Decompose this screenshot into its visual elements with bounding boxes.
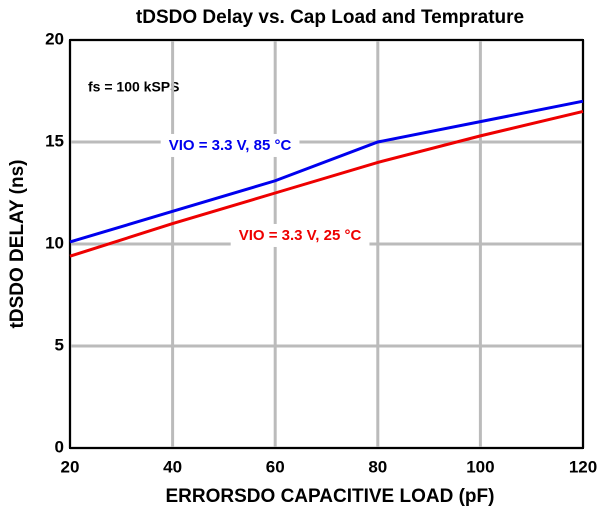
- y-tick-label: 15: [45, 131, 64, 150]
- x-tick-label: 20: [61, 457, 80, 476]
- x-axis-label: ERRORSDO CAPACITIVE LOAD (pF): [166, 486, 495, 507]
- x-tick-label: 40: [163, 457, 182, 476]
- y-tick-label: 20: [45, 29, 64, 48]
- x-tick-label: 60: [266, 457, 285, 476]
- x-tick-label: 80: [368, 457, 387, 476]
- legend-label: VIO = 3.3 V, 25 °C: [239, 227, 362, 244]
- y-tick-label: 5: [55, 335, 64, 354]
- annotation: fs = 100 kSPS: [88, 79, 179, 95]
- x-tick-label: 100: [466, 457, 494, 476]
- chart-title: tDSDO Delay vs. Cap Load and Temprature: [136, 7, 524, 28]
- x-tick-label: 120: [569, 457, 597, 476]
- plot-frame: [69, 39, 584, 449]
- legend-label: VIO = 3.3 V, 85 °C: [169, 137, 292, 154]
- y-tick-label: 0: [55, 437, 64, 456]
- legend-label-bg: [160, 133, 300, 157]
- y-axis-label: tDSDO DELAY (ns): [7, 160, 28, 329]
- legend-label-bg: [230, 223, 370, 247]
- series-line: [69, 99, 584, 244]
- series-line: [69, 109, 584, 258]
- y-tick-label: 10: [45, 233, 64, 252]
